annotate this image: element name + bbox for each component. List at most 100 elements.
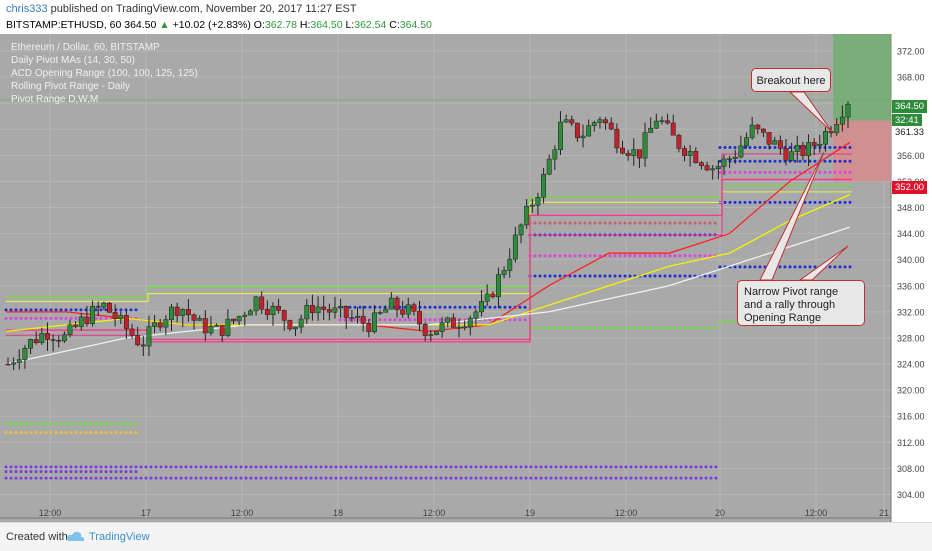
open-label: O: xyxy=(253,19,265,31)
pivot-dot xyxy=(79,308,83,312)
pivot-dot xyxy=(639,465,643,469)
pivot-dot xyxy=(533,221,537,225)
pivot-dot xyxy=(119,470,123,474)
candle-up xyxy=(738,145,744,158)
pivot-dot xyxy=(234,465,238,469)
pivot-dot xyxy=(583,274,587,278)
pivot-dot xyxy=(514,476,518,480)
pivot-dot xyxy=(778,200,782,204)
pivot-dot xyxy=(638,254,642,258)
legend-pivot-mas: Daily Pivot MAs (14, 30, 50) xyxy=(11,55,135,66)
candle-down xyxy=(490,293,496,298)
pivot-dot xyxy=(89,470,93,474)
candle-up xyxy=(648,127,654,133)
pivot-dot xyxy=(428,305,432,309)
pivot-dot xyxy=(589,476,593,480)
pivot-dot xyxy=(109,465,113,469)
pivot-dot xyxy=(643,274,647,278)
tradingview-link[interactable]: TradingView xyxy=(89,531,150,543)
pivot-dot xyxy=(84,470,88,474)
open-value: 362.78 xyxy=(264,19,297,31)
pivot-dot xyxy=(339,476,343,480)
pivot-dot xyxy=(74,470,78,474)
pivot-dot xyxy=(563,221,567,225)
pivot-dot xyxy=(733,146,737,150)
pivot-dot xyxy=(598,326,602,330)
narrow-pivot-callout[interactable]: Narrow Pivot range and a rally through O… xyxy=(737,280,865,326)
candle-up xyxy=(101,302,107,308)
pivot-dot xyxy=(64,465,68,469)
pivot-dot xyxy=(574,465,578,469)
pivot-dot xyxy=(848,265,852,269)
pivot-dot xyxy=(294,465,298,469)
pivot-dot xyxy=(358,305,362,309)
pivot-dot xyxy=(44,316,48,320)
pivot-dot xyxy=(24,470,28,474)
candle-down xyxy=(676,134,682,149)
pivot-dot xyxy=(833,159,837,163)
candle-up xyxy=(462,326,468,329)
pivot-dot xyxy=(688,254,692,258)
pivot-dot xyxy=(593,221,597,225)
pivot-dot xyxy=(408,318,412,322)
candle-up xyxy=(169,306,174,320)
pivot-dot xyxy=(429,476,433,480)
pivot-dot xyxy=(499,476,503,480)
pivot-dot xyxy=(279,465,283,469)
candle-down xyxy=(417,311,422,325)
pivot-dot xyxy=(129,430,133,434)
candle-down xyxy=(185,309,191,316)
candle-down xyxy=(259,296,265,310)
breakout-callout[interactable]: Breakout here xyxy=(751,68,831,92)
pivot-dot xyxy=(743,159,747,163)
pivot-dot xyxy=(489,476,493,480)
pivot-dot xyxy=(604,465,608,469)
pivot-dot xyxy=(634,465,638,469)
pivot-dot xyxy=(573,274,577,278)
candle-down xyxy=(73,324,79,327)
pivot-dot xyxy=(773,170,777,174)
candle-up xyxy=(11,362,17,365)
pivot-dot xyxy=(588,326,592,330)
pivot-dot xyxy=(489,465,493,469)
pivot-dot xyxy=(194,465,198,469)
price-chart[interactable]: 304.00 308.00 312.00 316.00 320.00 324.00 328.… xyxy=(0,34,932,522)
pivot-dot xyxy=(59,308,63,312)
candle-down xyxy=(422,323,428,336)
pivot-dot xyxy=(404,465,408,469)
pivot-dot xyxy=(633,254,637,258)
pivot-dot xyxy=(309,476,313,480)
pivot-dot xyxy=(808,265,812,269)
pivot-dot xyxy=(149,465,153,469)
author-link[interactable]: chris333 xyxy=(6,3,48,15)
pivot-dot xyxy=(388,318,392,322)
pivot-dot xyxy=(319,476,323,480)
pivot-dot xyxy=(569,476,573,480)
pivot-dot xyxy=(438,305,442,309)
pivot-dot xyxy=(743,200,747,204)
candle-down xyxy=(191,314,197,321)
pivot-dot xyxy=(568,221,572,225)
pivot-dot xyxy=(374,465,378,469)
pivot-dot xyxy=(44,422,48,426)
pivot-dot xyxy=(84,430,88,434)
pivot-dot xyxy=(343,318,347,322)
pivot-dot xyxy=(793,265,797,269)
pivot-dot xyxy=(753,146,757,150)
pivot-dot xyxy=(19,422,23,426)
pivot-dot xyxy=(199,476,203,480)
pivot-dot xyxy=(59,476,63,480)
pivot-dot xyxy=(124,476,128,480)
candle-up xyxy=(61,334,67,342)
pivot-dot xyxy=(329,476,333,480)
candle-up xyxy=(721,158,727,167)
pivot-dot xyxy=(464,476,468,480)
pivot-dot xyxy=(633,221,637,225)
price-tick: 356.00 xyxy=(897,151,925,161)
pivot-dot xyxy=(134,430,138,434)
pivot-dot xyxy=(519,476,523,480)
price-tick: 372.00 xyxy=(897,47,925,57)
pivot-dot xyxy=(613,274,617,278)
pivot-dot xyxy=(49,308,53,312)
pivot-dot xyxy=(409,476,413,480)
